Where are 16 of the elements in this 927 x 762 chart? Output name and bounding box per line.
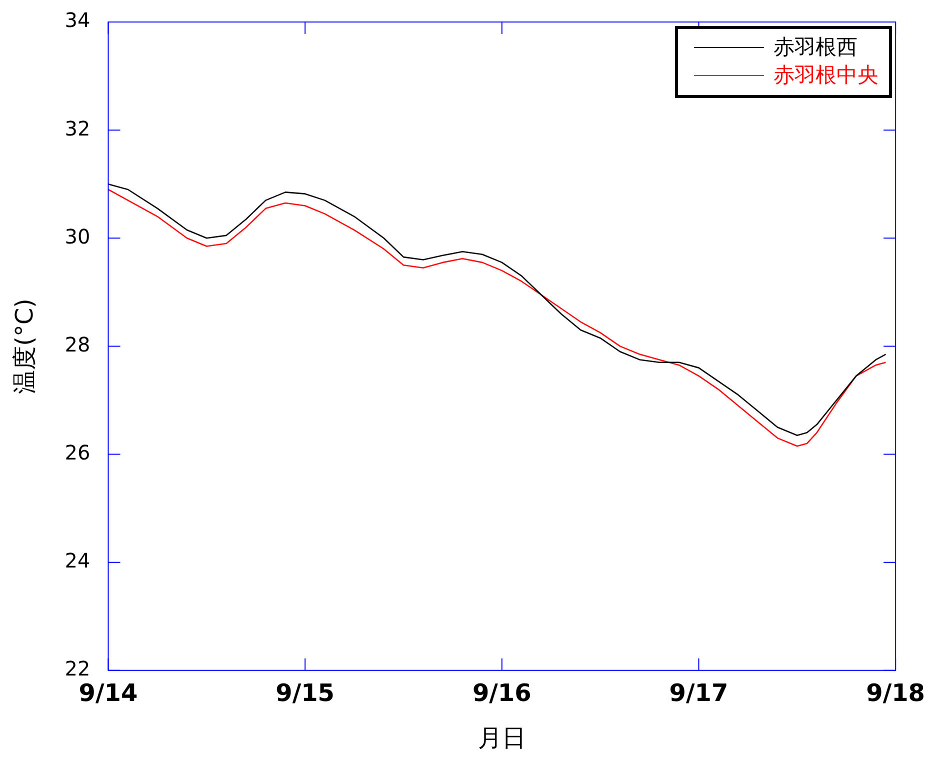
y-axis-title: 温度(°C)	[10, 298, 39, 394]
legend-label: 赤羽根中央	[774, 62, 879, 89]
x-tick-label: 9/15	[276, 679, 335, 708]
y-tick-label: 34	[64, 8, 90, 32]
x-tick-label: 9/16	[472, 679, 532, 708]
y-tick-label: 22	[64, 656, 90, 681]
x-tick-label: 9/18	[866, 679, 926, 708]
y-tick-label: 26	[64, 440, 90, 464]
y-tick-label: 32	[64, 116, 90, 140]
legend-label: 赤羽根西	[774, 34, 858, 61]
y-tick-label: 30	[64, 224, 90, 248]
y-tick-label: 28	[64, 332, 90, 356]
x-tick-label: 9/17	[669, 679, 728, 708]
x-axis-title: 月日	[478, 724, 526, 752]
y-tick-label: 24	[64, 548, 90, 573]
x-tick-label: 9/14	[78, 679, 138, 708]
